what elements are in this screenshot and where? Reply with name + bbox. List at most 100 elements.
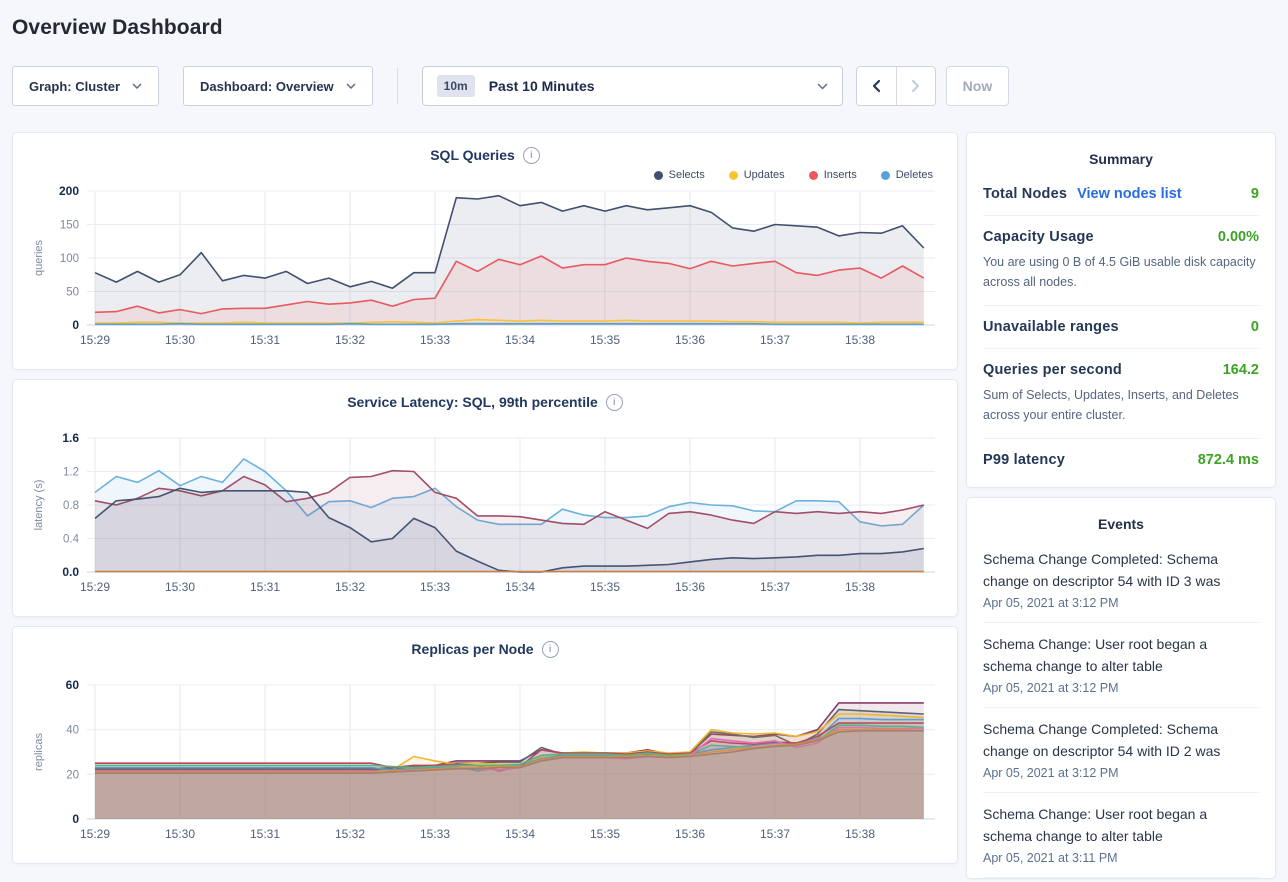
time-forward-button[interactable] xyxy=(896,67,935,105)
svg-text:150: 150 xyxy=(60,220,79,232)
legend-item-inserts[interactable]: Inserts xyxy=(809,169,857,181)
summary-row-total-nodes: Total Nodes View nodes list 9 xyxy=(983,173,1259,216)
time-back-button[interactable] xyxy=(857,67,896,105)
chart-header: Replicas per Node i xyxy=(29,639,941,659)
controls-bar: Graph: Cluster Dashboard: Overview 10m P… xyxy=(12,66,1276,106)
summary-row-p99-latency: P99 latency 872.4 ms xyxy=(983,439,1259,481)
summary-label: Unavailable ranges xyxy=(983,319,1119,335)
info-icon[interactable]: i xyxy=(606,394,623,411)
svg-text:15:29: 15:29 xyxy=(80,580,110,594)
svg-text:0.8: 0.8 xyxy=(63,500,79,512)
summary-row-capacity-usage: Capacity Usage 0.00% You are using 0 B o… xyxy=(983,216,1259,306)
chevron-left-icon xyxy=(870,79,883,93)
summary-row-queries-per-second: Queries per second 164.2 Sum of Selects,… xyxy=(983,349,1259,439)
svg-text:15:30: 15:30 xyxy=(165,333,195,347)
svg-text:queries: queries xyxy=(33,239,45,276)
svg-text:0.0: 0.0 xyxy=(62,565,79,579)
time-nav-buttons xyxy=(856,66,936,106)
dashboard-content: SQL Queries i Selects Updates Inserts Delet… xyxy=(12,132,1276,879)
svg-text:20: 20 xyxy=(66,769,79,781)
svg-text:200: 200 xyxy=(59,185,79,198)
event-row[interactable]: Schema Change Completed: Schema change o… xyxy=(983,538,1259,623)
event-row[interactable]: Schema Change Completed: Schema change o… xyxy=(983,708,1259,793)
summary-label: Capacity Usage xyxy=(983,229,1094,245)
events-panel: Events Schema Change Completed: Schema c… xyxy=(966,497,1276,879)
svg-text:15:29: 15:29 xyxy=(80,333,110,347)
svg-text:15:38: 15:38 xyxy=(845,827,875,841)
svg-text:latency (s): latency (s) xyxy=(33,480,45,531)
info-icon[interactable]: i xyxy=(542,641,559,658)
chart-header: Service Latency: SQL, 99th percentile i xyxy=(29,392,941,412)
svg-text:40: 40 xyxy=(66,725,79,737)
svg-text:15:30: 15:30 xyxy=(165,827,195,841)
event-row[interactable]: Schema Change: User root began a schema … xyxy=(983,793,1259,878)
chart-header: SQL Queries i xyxy=(29,145,941,165)
event-text: Schema Change Completed: Schema change o… xyxy=(983,548,1259,592)
svg-text:15:35: 15:35 xyxy=(590,580,620,594)
legend-item-updates[interactable]: Updates xyxy=(729,169,785,181)
chart-legend: Selects Updates Inserts Deletes xyxy=(29,167,941,183)
summary-value: 872.4 ms xyxy=(1198,452,1259,468)
legend-dot xyxy=(654,171,663,180)
svg-text:1.2: 1.2 xyxy=(63,467,79,479)
event-timestamp: Apr 05, 2021 at 3:12 PM xyxy=(983,681,1259,695)
svg-text:15:37: 15:37 xyxy=(760,827,790,841)
graph-dropdown-label: Graph: Cluster xyxy=(29,79,120,94)
chart-title: SQL Queries xyxy=(430,147,515,163)
summary-value: 0.00% xyxy=(1218,229,1259,245)
svg-text:15:37: 15:37 xyxy=(760,333,790,347)
event-text: Schema Change: User root began a schema … xyxy=(983,633,1259,677)
view-nodes-list-link[interactable]: View nodes list xyxy=(1077,186,1182,202)
side-column: Summary Total Nodes View nodes list 9 Ca… xyxy=(966,132,1276,879)
chevron-down-icon xyxy=(346,83,356,89)
chart-legend xyxy=(29,661,941,677)
dashboard-dropdown[interactable]: Dashboard: Overview xyxy=(183,66,373,106)
svg-text:15:36: 15:36 xyxy=(675,580,705,594)
event-text: Schema Change Completed: Schema change o… xyxy=(983,718,1259,762)
svg-text:15:31: 15:31 xyxy=(250,827,280,841)
chart-title: Service Latency: SQL, 99th percentile xyxy=(347,394,598,410)
legend-item-deletes[interactable]: Deletes xyxy=(881,169,933,181)
summary-label: Queries per second xyxy=(983,362,1122,378)
summary-title: Summary xyxy=(983,151,1259,167)
summary-label: Total Nodes xyxy=(983,186,1067,202)
svg-text:15:38: 15:38 xyxy=(845,333,875,347)
summary-row-unavailable-ranges: Unavailable ranges 0 xyxy=(983,306,1259,349)
summary-panel: Summary Total Nodes View nodes list 9 Ca… xyxy=(966,132,1276,488)
legend-dot xyxy=(729,171,738,180)
svg-text:15:36: 15:36 xyxy=(675,827,705,841)
svg-text:50: 50 xyxy=(66,287,79,299)
time-range-label: Past 10 Minutes xyxy=(489,78,817,94)
svg-text:15:37: 15:37 xyxy=(760,580,790,594)
svg-text:15:32: 15:32 xyxy=(335,580,365,594)
svg-text:0: 0 xyxy=(72,812,79,826)
svg-text:15:34: 15:34 xyxy=(505,580,535,594)
svg-text:100: 100 xyxy=(60,253,79,265)
graph-dropdown[interactable]: Graph: Cluster xyxy=(12,66,159,106)
info-icon[interactable]: i xyxy=(523,147,540,164)
svg-text:15:34: 15:34 xyxy=(505,827,535,841)
summary-value: 164.2 xyxy=(1223,362,1259,378)
event-timestamp: Apr 05, 2021 at 3:11 PM xyxy=(983,851,1259,865)
summary-value: 9 xyxy=(1251,186,1259,202)
svg-text:15:31: 15:31 xyxy=(250,333,280,347)
svg-text:1.6: 1.6 xyxy=(62,432,79,445)
svg-text:15:31: 15:31 xyxy=(250,580,280,594)
event-text: Schema Change: User root began a schema … xyxy=(983,803,1259,847)
now-button[interactable]: Now xyxy=(946,66,1010,106)
event-row[interactable]: Schema Change: User root began a schema … xyxy=(983,623,1259,708)
chevron-down-icon xyxy=(132,83,142,89)
svg-text:15:33: 15:33 xyxy=(420,827,450,841)
summary-subtext: You are using 0 B of 4.5 GiB usable disk… xyxy=(983,252,1259,292)
chart-legend xyxy=(29,414,941,430)
event-timestamp: Apr 05, 2021 at 3:12 PM xyxy=(983,766,1259,780)
chevron-down-icon xyxy=(817,83,828,90)
legend-item-selects[interactable]: Selects xyxy=(654,169,705,181)
sql-queries-chart-card: SQL Queries i Selects Updates Inserts Delet… xyxy=(12,132,958,370)
time-range-picker[interactable]: 10m Past 10 Minutes xyxy=(422,66,843,106)
overview-dashboard-page: Overview Dashboard Graph: Cluster Dashbo… xyxy=(0,14,1288,879)
